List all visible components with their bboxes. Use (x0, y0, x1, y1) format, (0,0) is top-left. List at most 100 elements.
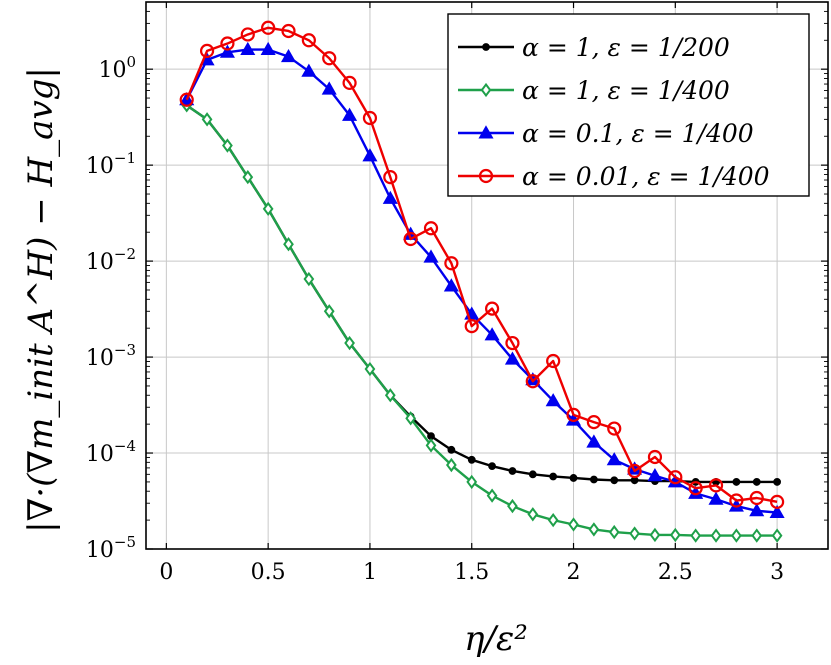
legend-marker (480, 82, 492, 98)
data-point (586, 415, 601, 430)
data-point (708, 478, 724, 493)
data-point (220, 36, 235, 51)
series-3 (179, 41, 785, 518)
data-point (771, 528, 783, 543)
data-point (425, 438, 437, 453)
data-point (262, 201, 274, 217)
data-point (647, 468, 663, 482)
data-point (505, 335, 520, 351)
data-point (484, 301, 500, 316)
data-point (322, 51, 337, 66)
y-tick-label: 10−3 (86, 341, 136, 371)
data-point (586, 434, 602, 448)
data-point (507, 498, 518, 514)
data-point (589, 475, 598, 484)
legend-marker (482, 43, 490, 51)
legend-label: α = 1, ε = 1/400 (522, 76, 730, 105)
data-point (588, 522, 600, 537)
y-tick-label: 10−1 (86, 149, 136, 179)
legend-label: α = 0.01, ε = 1/400 (522, 162, 770, 191)
data-point (384, 388, 396, 403)
y-tick-label: 10−2 (86, 245, 136, 275)
legend: α = 1, ε = 1/200 α = 1, ε = 1/400 α = 0.1,… (447, 13, 810, 197)
y-tick-label: 10−5 (86, 533, 136, 563)
legend-entry: α = 0.1, ε = 1/400 (458, 119, 754, 148)
data-point (752, 478, 761, 486)
data-point (199, 43, 215, 59)
data-point (283, 237, 294, 252)
data-point (383, 170, 398, 185)
data-point (566, 407, 581, 422)
data-point (467, 455, 476, 464)
data-point (179, 92, 194, 107)
legend-marker (478, 125, 494, 139)
data-point (219, 44, 235, 58)
data-point (545, 393, 561, 407)
data-point (749, 503, 765, 517)
data-point (508, 467, 517, 475)
data-point (301, 33, 316, 48)
data-point (629, 526, 640, 541)
series-line (185, 26, 778, 504)
data-point (751, 528, 763, 543)
legend-label: α = 0.1, ε = 1/400 (522, 119, 754, 148)
data-point (240, 41, 256, 56)
y-axis-title: |∇·(∇m_init A^H) − H_avg| (21, 67, 61, 533)
y-tick-label: 10−4 (86, 437, 136, 467)
data-point (773, 478, 782, 486)
data-point (649, 527, 661, 543)
data-point (464, 319, 479, 334)
legend-label: α = 1, ε = 1/200 (522, 33, 730, 62)
data-point (362, 148, 378, 162)
data-point (301, 63, 317, 77)
data-point (546, 353, 561, 369)
data-point (732, 478, 741, 486)
data-point (445, 457, 457, 473)
data-point (569, 474, 578, 482)
data-point (527, 507, 539, 522)
data-point (260, 41, 276, 56)
data-point (423, 249, 439, 263)
x-tick-label: 1 (363, 560, 377, 585)
x-tick-label: 2.5 (658, 560, 693, 585)
data-point (688, 481, 703, 496)
data-point (344, 335, 355, 351)
x-tick-label: 1.5 (454, 560, 489, 585)
data-point (770, 494, 785, 509)
data-point (240, 27, 255, 42)
data-point (547, 512, 559, 528)
data-point (261, 20, 276, 35)
data-point (222, 138, 233, 153)
data-point (731, 528, 742, 543)
data-point (382, 190, 398, 204)
data-point (303, 271, 315, 287)
x-tick-label: 2 (567, 560, 581, 585)
data-point (647, 449, 663, 465)
data-point (610, 476, 619, 485)
x-tick-label: 3 (770, 560, 784, 585)
data-point (486, 488, 498, 503)
data-point (342, 107, 358, 121)
data-point (525, 374, 540, 389)
data-point (403, 231, 418, 247)
data-point (423, 221, 439, 236)
axis-ticks: 0 0.5 1 1.5 2 2.5 3 100 10−1 10−2 10−3 10−4 10−5 (86, 1, 828, 585)
legend-box (447, 13, 810, 197)
data-point (281, 23, 296, 39)
data-point (488, 462, 496, 471)
x-axis-title: η/ε² (464, 619, 528, 659)
data-point (280, 48, 297, 63)
data-point (447, 445, 456, 454)
data-point (769, 504, 785, 518)
data-point (749, 490, 764, 506)
data-point (669, 527, 681, 543)
series-4 (179, 20, 785, 509)
x-tick-label: 0.5 (251, 560, 286, 585)
y-tick-label: 100 (98, 53, 136, 83)
data-point (708, 491, 724, 505)
data-point (528, 470, 537, 479)
data-point (443, 278, 459, 292)
data-point (201, 112, 213, 127)
data-point (710, 528, 722, 543)
